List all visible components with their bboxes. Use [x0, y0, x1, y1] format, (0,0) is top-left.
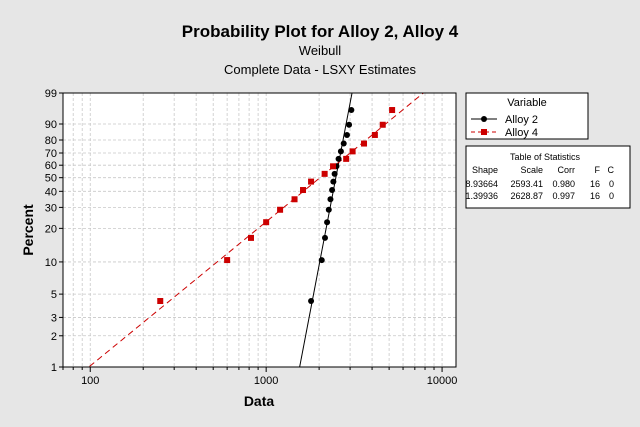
statistics-header: Corr: [558, 165, 576, 175]
data-point-alloy-4: [349, 148, 356, 155]
statistics-header: Scale: [520, 165, 543, 175]
statistics-header: Shape: [472, 165, 498, 175]
data-point-alloy-2: [340, 140, 347, 147]
data-point-alloy-4: [330, 163, 337, 170]
legend-marker-alloy-4: [481, 129, 487, 135]
data-point-alloy-2: [335, 155, 342, 162]
x-axis-label: Data: [244, 393, 275, 409]
data-point-alloy-2: [327, 196, 334, 203]
statistics-cell: 16: [590, 191, 600, 201]
data-point-alloy-4: [379, 121, 386, 128]
y-tick-label: 3: [51, 312, 57, 324]
data-point-alloy-4: [291, 196, 298, 203]
statistics-cell: 0.997: [552, 191, 575, 201]
statistics-cell: 16: [590, 179, 600, 189]
data-point-alloy-4: [308, 178, 315, 185]
y-tick-label: 60: [45, 160, 57, 172]
y-tick-label: 99: [45, 88, 57, 100]
data-point-alloy-4: [247, 234, 254, 241]
grid-lines: [62, 93, 456, 367]
statistics-cell: 1.39936: [465, 191, 498, 201]
data-point-alloy-2: [337, 148, 344, 155]
data-point-alloy-2: [329, 187, 336, 194]
data-point-alloy-2: [308, 298, 315, 305]
x-tick-label: 1000: [254, 375, 278, 387]
chart-title: Probability Plot for Alloy 2, Alloy 4: [182, 22, 459, 41]
statistics-cell: 0: [609, 179, 614, 189]
data-point-alloy-2: [318, 257, 325, 264]
y-tick-label: 1: [51, 362, 57, 374]
statistics-title: Table of Statistics: [510, 152, 581, 162]
legend-label-alloy-4: Alloy 4: [505, 127, 538, 139]
plot-frame: [62, 92, 457, 368]
data-point-alloy-2: [330, 178, 337, 185]
y-tick-label: 80: [45, 135, 57, 147]
data-point-alloy-4: [157, 298, 164, 305]
plot-area: [63, 93, 456, 367]
y-tick-label: 90: [45, 119, 57, 131]
statistics-table: Table of Statistics Shape Scale Corr F C 8.93…: [465, 145, 631, 209]
data-point-alloy-2: [321, 234, 328, 241]
data-point-alloy-4: [371, 131, 378, 138]
statistics-cell: 2593.41: [510, 179, 543, 189]
statistics-cell: 2628.87: [510, 191, 543, 201]
data-points: [157, 107, 396, 305]
y-tick-label: 10: [45, 257, 57, 269]
statistics-header: C: [608, 165, 615, 175]
statistics-header: F: [595, 165, 601, 175]
chart-subtitle: Weibull: [299, 43, 342, 58]
y-axis-label: Percent: [20, 204, 36, 256]
data-point-alloy-2: [331, 170, 338, 177]
y-tick-label: 30: [45, 202, 57, 214]
chart-subtitle-estimates: Complete Data - LSXY Estimates: [224, 62, 416, 77]
statistics-cell: 0.980: [552, 179, 575, 189]
statistics-cell: 0: [609, 191, 614, 201]
fit-lines: [88, 93, 425, 367]
x-axis-ticks: 100 1000 10000: [62, 367, 458, 387]
y-tick-label: 40: [45, 186, 57, 198]
fit-line-alloy-4: [88, 93, 425, 367]
y-tick-label: 2: [51, 331, 57, 343]
y-tick-label: 20: [45, 223, 57, 235]
data-point-alloy-2: [348, 107, 355, 114]
y-tick-label: 50: [45, 173, 57, 185]
data-point-alloy-2: [343, 131, 350, 138]
legend-title: Variable: [507, 97, 547, 109]
data-point-alloy-4: [361, 140, 368, 147]
fit-line-alloy-2: [299, 93, 353, 367]
x-tick-label: 10000: [427, 375, 458, 387]
data-point-alloy-4: [277, 206, 284, 213]
data-point-alloy-4: [224, 257, 231, 264]
legend-marker-alloy-2: [481, 116, 487, 122]
y-tick-label: 5: [51, 289, 57, 301]
data-point-alloy-4: [300, 187, 307, 194]
data-point-alloy-4: [343, 155, 350, 162]
data-point-alloy-2: [324, 219, 331, 226]
y-tick-label: 70: [45, 148, 57, 160]
data-point-alloy-4: [321, 170, 328, 177]
x-tick-label: 100: [81, 375, 99, 387]
data-point-alloy-4: [389, 107, 396, 114]
data-point-alloy-2: [325, 206, 332, 213]
data-point-alloy-2: [346, 121, 353, 128]
statistics-cell: 8.93664: [465, 179, 498, 189]
statistics-box: [465, 145, 631, 209]
legend-label-alloy-2: Alloy 2: [505, 114, 538, 126]
statistics-cells: Shape Scale Corr F C 8.93664 2593.41 0.980 16 0 1.…: [465, 165, 614, 201]
data-point-alloy-4: [263, 219, 270, 226]
